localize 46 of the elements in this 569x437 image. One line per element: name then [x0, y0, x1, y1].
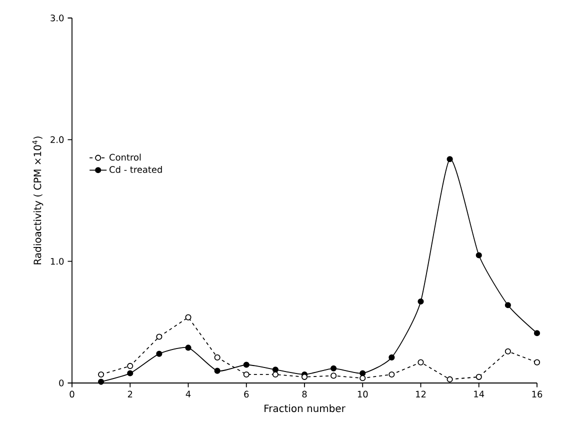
- point: [185, 314, 192, 320]
- point: [156, 334, 162, 340]
- x-tick-label: 2: [128, 390, 132, 398]
- point: [214, 354, 220, 360]
- point: [534, 330, 540, 336]
- x-tick-label: 4: [186, 390, 191, 398]
- point: [185, 344, 192, 351]
- x-tick-label: 8: [302, 390, 307, 398]
- point: [504, 302, 511, 308]
- point: [388, 371, 395, 378]
- point: [330, 365, 337, 372]
- point: [127, 370, 134, 376]
- point: [446, 156, 453, 162]
- x-tick-label: 0: [70, 390, 74, 398]
- point: [156, 350, 162, 357]
- legend-label: Cd - treated: [110, 166, 162, 173]
- point: [476, 252, 482, 258]
- x-tick-label: 10: [358, 390, 368, 398]
- legend-label: Control: [110, 154, 141, 161]
- y-tick-label: 1.0: [50, 258, 64, 265]
- y-tick-label: 3.0: [50, 14, 64, 22]
- point: [360, 375, 366, 382]
- point: [243, 371, 250, 378]
- x-axis-title: Fraction number: [264, 404, 346, 412]
- x-tick-label: 12: [416, 390, 426, 398]
- point: [418, 298, 424, 305]
- x-tick-label: 14: [474, 390, 484, 398]
- point: [127, 362, 134, 370]
- point: [476, 374, 482, 380]
- point: [418, 359, 424, 366]
- point: [98, 378, 104, 385]
- x-tick-label: 16: [532, 390, 542, 398]
- point: [301, 374, 308, 380]
- point: [534, 359, 540, 366]
- point: [446, 376, 453, 382]
- y-tick-label: 0: [59, 380, 64, 386]
- point: [98, 371, 104, 378]
- point: [330, 372, 337, 379]
- x-tick-label: 6: [244, 390, 249, 398]
- point: [388, 354, 395, 360]
- y-axis-title: Radioactivity ( CPM ×10$^{4}$): [32, 136, 44, 264]
- point: [504, 348, 511, 354]
- y-tick-label: 2.0: [50, 136, 64, 144]
- point: [272, 371, 278, 378]
- point: [214, 368, 220, 374]
- point: [243, 362, 250, 368]
